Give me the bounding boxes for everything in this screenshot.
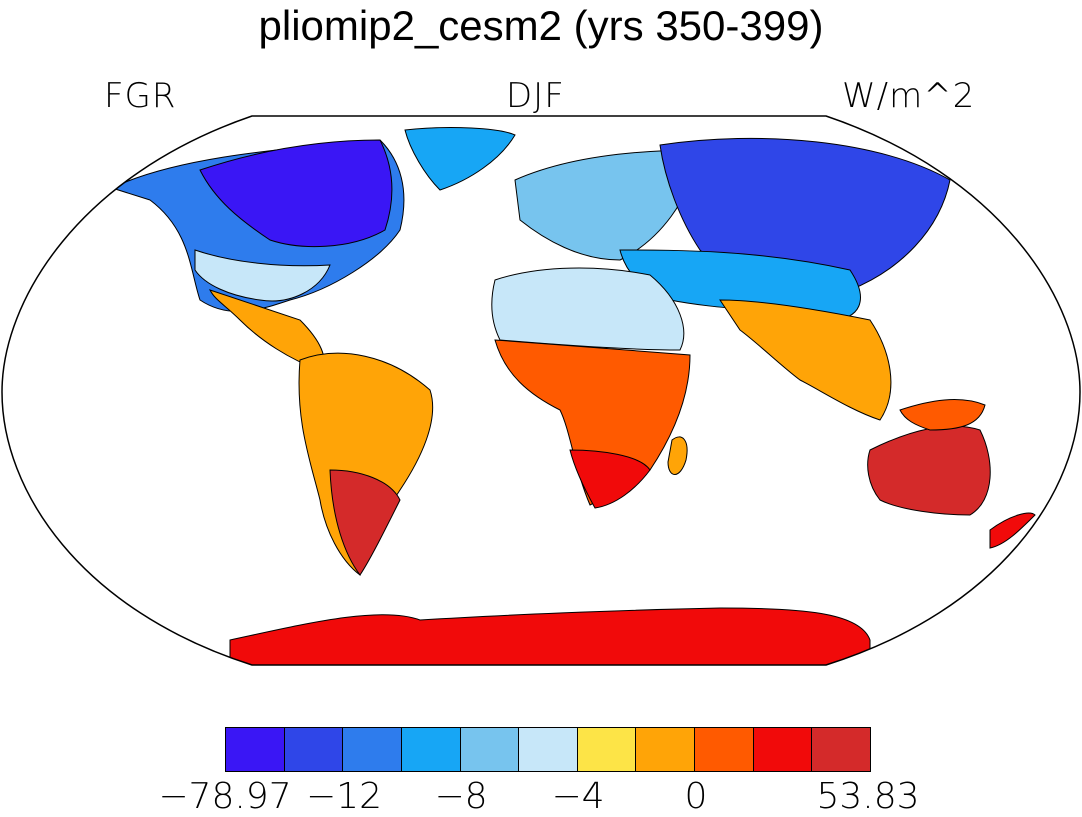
colorbar-swatch <box>284 728 344 771</box>
colorbar-tick-label: −8 <box>434 776 488 817</box>
colorbar-swatch <box>636 728 696 771</box>
colorbar-swatch <box>401 728 461 771</box>
units-label: W/m^2 <box>842 76 976 116</box>
region-australia <box>867 425 991 516</box>
region-sahara <box>491 267 685 351</box>
region-greenland <box>404 127 516 191</box>
variable-label: FGR <box>104 76 177 116</box>
colorbar-swatch <box>226 728 285 771</box>
colorbar-swatch <box>812 728 871 771</box>
land-fields <box>110 127 1036 665</box>
colorbar-swatch <box>577 728 637 771</box>
colorbar-tick-label: −12 <box>306 776 382 817</box>
colorbar-swatch <box>343 728 402 771</box>
globe-outline <box>1 115 1081 666</box>
region-patagonia <box>329 469 401 576</box>
region-madagascar <box>667 436 688 475</box>
season-label: DJF <box>506 76 565 116</box>
region-us-south <box>194 249 331 302</box>
map-title: pliomip2_cesm2 (yrs 350-399) <box>258 2 824 49</box>
colorbar-tick-label: 53.83 <box>816 776 920 817</box>
region-southern-africa <box>569 449 651 509</box>
region-new-zealand <box>989 512 1036 549</box>
colorbar-swatch <box>695 728 754 771</box>
colorbar <box>225 727 871 772</box>
region-maritime-se-asia <box>899 399 986 431</box>
colorbar-tick-label: 0 <box>684 776 708 817</box>
colorbar-swatch <box>460 728 520 771</box>
colorbar-swatch <box>753 728 813 771</box>
colorbar-swatch <box>519 728 578 771</box>
colorbar-tick-label: −4 <box>551 776 605 817</box>
region-arctic-canada <box>199 139 393 248</box>
colorbar-tick-label: −78.97 <box>158 776 292 817</box>
region-india-se-asia <box>719 299 892 421</box>
region-antarctica <box>229 607 871 665</box>
